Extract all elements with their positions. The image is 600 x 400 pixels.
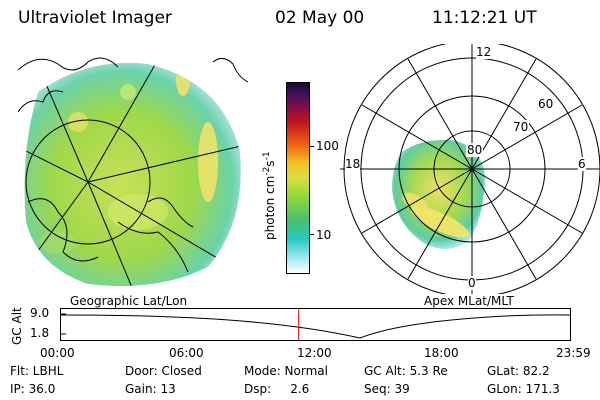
lat-label-80: 80 [466, 143, 484, 157]
door-info: Door: Closed [125, 364, 202, 378]
altitude-plot [60, 308, 571, 341]
mlt-label-0: 0 [468, 276, 476, 290]
apex-panel-label: Apex MLat/MLT [424, 294, 514, 308]
filter-info: Flt: LBHL [10, 364, 64, 378]
polar-mlat-mlt-plot [340, 44, 600, 294]
colorbar-unit-label: photon cm-2s-1 [262, 151, 277, 240]
ip-info: IP: 36.0 [10, 382, 56, 396]
gc-alt-info: GC Alt: 5.3 Re [364, 364, 448, 378]
colorbar [286, 82, 310, 274]
lat-label-60: 60 [537, 97, 555, 111]
instrument-title: Ultraviolet Imager [18, 8, 172, 28]
colorbar-tick-label-low: 10 [316, 228, 332, 242]
altitude-ytick-bottom: 1.8 [30, 326, 50, 340]
colorbar-tick-high [309, 146, 314, 147]
xtick-3: 18:00 [424, 346, 459, 360]
seq-info: Seq: 39 [364, 382, 410, 396]
date-label: 02 May 00 [275, 8, 365, 28]
altitude-ylabel: GC Alt [10, 307, 24, 345]
time-label: 11:12:21 UT [432, 8, 537, 28]
geographic-aurora-image [18, 57, 249, 286]
mlt-label-12: 12 [476, 45, 492, 59]
glon-info: GLon: 171.3 [487, 382, 560, 396]
gain-info: Gain: 13 [125, 382, 176, 396]
geographic-panel-label: Geographic Lat/Lon [70, 294, 188, 308]
xtick-4: 23:59 [556, 346, 591, 360]
lat-label-70: 70 [512, 120, 530, 134]
mode-info: Mode: Normal [244, 364, 328, 378]
colorbar-tick-low [309, 234, 314, 235]
altitude-ytick-top: 9.0 [30, 306, 50, 320]
dsp-info: Dsp: 2.6 [244, 382, 310, 396]
xtick-0: 00:00 [40, 346, 75, 360]
xtick-1: 06:00 [169, 346, 204, 360]
glat-info: GLat: 82.2 [487, 364, 550, 378]
colorbar-tick-label-high: 100 [316, 139, 339, 153]
xtick-2: 12:00 [297, 346, 332, 360]
mlt-label-18: 18 [345, 157, 361, 171]
mlt-label-6: 6 [578, 157, 586, 171]
